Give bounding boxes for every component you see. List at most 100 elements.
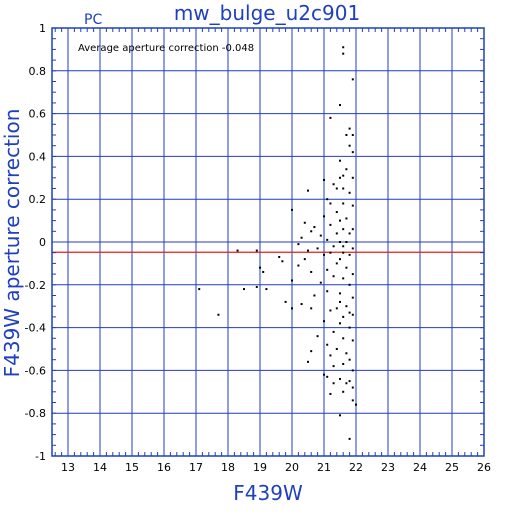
data-point xyxy=(339,414,341,417)
tick-labels: 13 14 15 16 17 18 19 20 21 22 23 24 25 26 1 0.8 0.6 0.4 0.… xyxy=(25,22,491,474)
data-point xyxy=(351,273,354,276)
data-point xyxy=(323,320,325,323)
data-point xyxy=(265,288,268,291)
y-tick-label: 0.4 xyxy=(29,150,47,163)
data-point xyxy=(345,305,348,308)
data-point xyxy=(278,255,281,258)
data-point xyxy=(335,187,338,190)
data-point xyxy=(339,241,341,243)
data-point xyxy=(307,189,309,192)
data-point xyxy=(326,198,329,201)
data-point xyxy=(329,309,332,312)
data-point xyxy=(335,262,338,265)
data-point xyxy=(332,365,335,368)
data-point xyxy=(332,330,335,333)
data-point xyxy=(326,375,329,378)
data-point xyxy=(326,268,329,271)
y-tick-label: 0.8 xyxy=(29,65,47,78)
data-point xyxy=(342,362,345,365)
y-tick-label: 0 xyxy=(39,236,46,249)
data-point xyxy=(345,134,348,136)
data-point xyxy=(342,174,345,177)
data-point xyxy=(307,360,309,363)
data-point xyxy=(348,127,351,130)
data-point xyxy=(297,243,300,246)
x-tick-label: 14 xyxy=(93,461,107,474)
y-tick-label: 1 xyxy=(39,22,46,35)
x-tick-label: 19 xyxy=(253,461,267,474)
data-point xyxy=(291,279,293,282)
data-point xyxy=(342,202,345,205)
data-point xyxy=(307,249,309,252)
data-point xyxy=(345,241,348,243)
data-point xyxy=(351,151,354,154)
data-point xyxy=(326,238,329,241)
data-point xyxy=(342,251,345,254)
data-point xyxy=(335,232,338,235)
data-point xyxy=(335,348,338,350)
data-point xyxy=(339,176,341,179)
x-tick-label: 20 xyxy=(285,461,299,474)
data-point xyxy=(255,285,258,288)
data-point xyxy=(342,337,345,340)
data-point xyxy=(332,245,335,248)
data-point xyxy=(316,335,319,338)
data-point xyxy=(351,296,354,299)
data-point xyxy=(351,313,354,316)
data-point xyxy=(351,204,354,207)
data-point xyxy=(335,307,338,310)
data-point xyxy=(351,386,354,389)
data-point xyxy=(329,251,332,254)
data-point xyxy=(342,390,345,393)
average-correction-annotation: Average aperture correction -0.048 xyxy=(78,43,254,54)
data-point xyxy=(281,260,284,263)
data-point xyxy=(345,168,348,171)
data-point xyxy=(342,245,345,248)
data-point xyxy=(339,300,341,303)
data-point xyxy=(342,315,345,318)
plot-frame xyxy=(51,27,485,457)
data-point xyxy=(323,373,325,376)
data-point xyxy=(316,247,319,250)
x-tick-label: 23 xyxy=(381,461,395,474)
data-point xyxy=(291,307,293,310)
data-point xyxy=(348,358,351,361)
data-point xyxy=(310,230,313,233)
data-point xyxy=(351,369,354,372)
data-point xyxy=(332,275,335,278)
x-tick-label: 17 xyxy=(189,461,203,474)
data-point xyxy=(329,202,332,205)
data-point xyxy=(300,303,303,306)
data-point xyxy=(243,288,245,291)
data-point xyxy=(348,311,351,314)
data-point xyxy=(313,294,316,297)
data-point xyxy=(335,211,338,214)
data-point xyxy=(342,52,345,55)
y-tick-label: -1 xyxy=(35,450,46,463)
y-tick-label: -0.6 xyxy=(25,364,46,377)
camera-label: PC xyxy=(84,12,102,28)
plot-border xyxy=(51,27,485,457)
data-point xyxy=(351,399,354,402)
data-point xyxy=(345,382,348,385)
data-point xyxy=(339,159,341,162)
data-point xyxy=(329,354,332,357)
data-point xyxy=(351,339,354,342)
data-point xyxy=(345,352,348,355)
data-point xyxy=(329,223,332,226)
data-point xyxy=(313,226,316,229)
data-point xyxy=(303,258,306,261)
x-tick-label: 13 xyxy=(61,461,75,474)
data-point xyxy=(255,249,258,252)
data-point xyxy=(351,134,354,136)
data-point xyxy=(332,183,335,186)
data-point xyxy=(310,307,313,310)
data-point xyxy=(326,290,329,293)
data-point xyxy=(217,313,220,316)
data-point xyxy=(351,247,354,250)
data-point xyxy=(355,403,357,406)
data-point xyxy=(303,221,306,224)
x-tick-label: 26 xyxy=(477,461,491,474)
data-point xyxy=(284,300,287,303)
data-point xyxy=(310,270,313,273)
